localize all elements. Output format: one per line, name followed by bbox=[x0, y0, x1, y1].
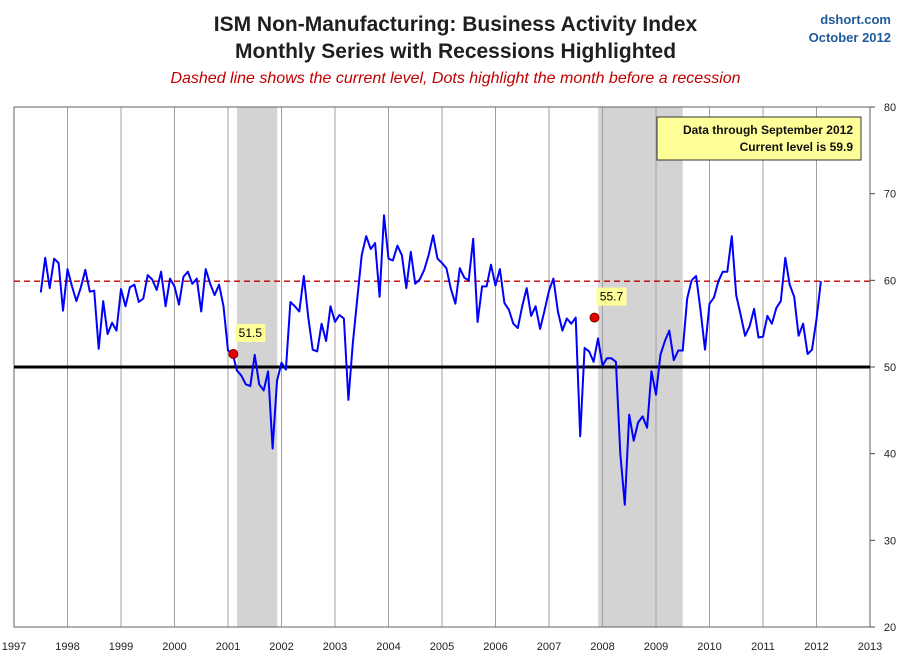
y-tick-label: 80 bbox=[884, 102, 896, 114]
x-tick-label: 2002 bbox=[269, 641, 293, 653]
x-tick-label: 2001 bbox=[216, 641, 240, 653]
callout-label: 51.5 bbox=[239, 326, 263, 340]
x-tick-label: 2006 bbox=[483, 641, 507, 653]
y-tick-label: 60 bbox=[884, 275, 896, 287]
chart-title-line2: Monthly Series with Recessions Highlight… bbox=[234, 40, 677, 63]
x-tick-label: 2010 bbox=[697, 641, 721, 653]
x-tick-label: 2007 bbox=[537, 641, 561, 653]
x-tick-label: 2013 bbox=[858, 641, 882, 653]
x-tick-label: 2008 bbox=[590, 641, 614, 653]
chart-title-line1: ISM Non-Manufacturing: Business Activity… bbox=[213, 13, 698, 36]
y-tick-label: 30 bbox=[884, 535, 896, 547]
callout-box bbox=[596, 287, 627, 306]
source-date: October 2012 bbox=[808, 30, 891, 45]
x-tick-label: 1997 bbox=[2, 641, 26, 653]
chart-subtitle: Dashed line shows the current level, Dot… bbox=[170, 70, 741, 87]
x-tick-label: 2009 bbox=[644, 641, 668, 653]
source-name: dshort.com bbox=[820, 12, 891, 27]
y-tick-label: 40 bbox=[884, 449, 896, 461]
x-tick-label: 1999 bbox=[109, 641, 133, 653]
x-tick-label: 2011 bbox=[751, 641, 775, 653]
y-tick-label: 20 bbox=[884, 622, 896, 634]
info-box-line2: Current level is 59.9 bbox=[740, 140, 854, 154]
x-tick-label: 2005 bbox=[430, 641, 454, 653]
info-box-line1: Data through September 2012 bbox=[683, 123, 853, 137]
series-line bbox=[39, 214, 822, 506]
x-tick-label: 1998 bbox=[55, 641, 79, 653]
callout-label: 55.7 bbox=[600, 290, 624, 304]
callout-box bbox=[235, 324, 266, 342]
recession-dot bbox=[589, 312, 600, 323]
x-tick-label: 2003 bbox=[323, 641, 347, 653]
recession-dot bbox=[228, 349, 239, 359]
x-tick-label: 2000 bbox=[162, 641, 186, 653]
x-tick-label: 2004 bbox=[376, 641, 400, 653]
x-tick-label: 2012 bbox=[804, 641, 828, 653]
info-box bbox=[656, 116, 862, 161]
y-tick-label: 50 bbox=[884, 362, 896, 374]
y-tick-label: 70 bbox=[884, 189, 896, 201]
